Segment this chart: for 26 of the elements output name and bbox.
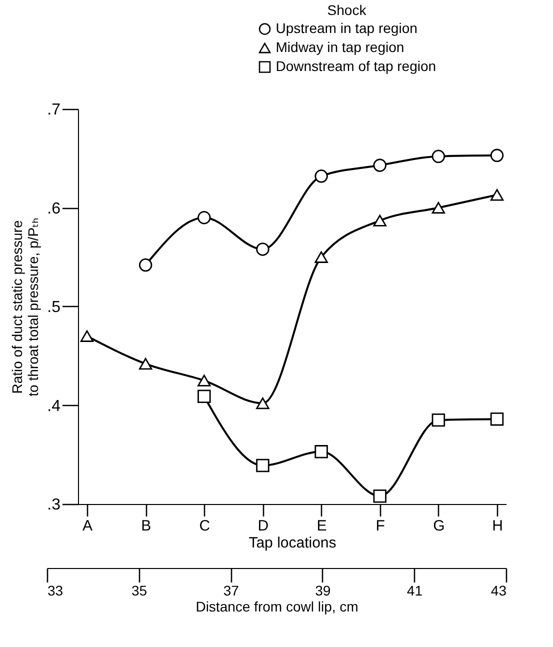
x2-tick-label: 37 bbox=[223, 582, 240, 598]
x-tick-label: F bbox=[376, 518, 385, 534]
x-tick-label: B bbox=[141, 518, 152, 534]
y-tick-label: .4 bbox=[47, 398, 61, 415]
legend-label: Upstream in tap region bbox=[276, 20, 418, 36]
legend-title: Shock bbox=[327, 2, 368, 18]
x2-tick-label: 35 bbox=[132, 582, 148, 598]
legend-label: Midway in tap region bbox=[276, 39, 404, 55]
y-axis-title: Ratio of duct static pressure to throat total pressure, p/Pₜₕ bbox=[9, 218, 42, 396]
x-tick-label: D bbox=[258, 518, 269, 534]
x2-tick-label: 43 bbox=[490, 582, 507, 598]
x2-axis-title: Distance from cowl lip, cm bbox=[196, 598, 358, 614]
x2-tick-label: 41 bbox=[406, 582, 423, 598]
x-tick-label: A bbox=[82, 518, 93, 534]
x-axis-title: Tap locations bbox=[248, 534, 336, 552]
y-tick-label: .3 bbox=[47, 496, 61, 514]
y-tick-label: .5 bbox=[47, 299, 61, 316]
y-tick-label: .7 bbox=[47, 102, 61, 118]
x-tick-label: G bbox=[433, 518, 445, 534]
y-tick-label: .6 bbox=[47, 200, 61, 218]
x-tick-label: E bbox=[316, 518, 327, 534]
x2-tick-label: 33 bbox=[48, 582, 64, 598]
x-tick-label: C bbox=[199, 518, 210, 534]
x-tick-label: H bbox=[492, 518, 503, 534]
legend-label: Downstream of tap region bbox=[276, 58, 436, 74]
x2-tick-label: 39 bbox=[315, 582, 331, 598]
